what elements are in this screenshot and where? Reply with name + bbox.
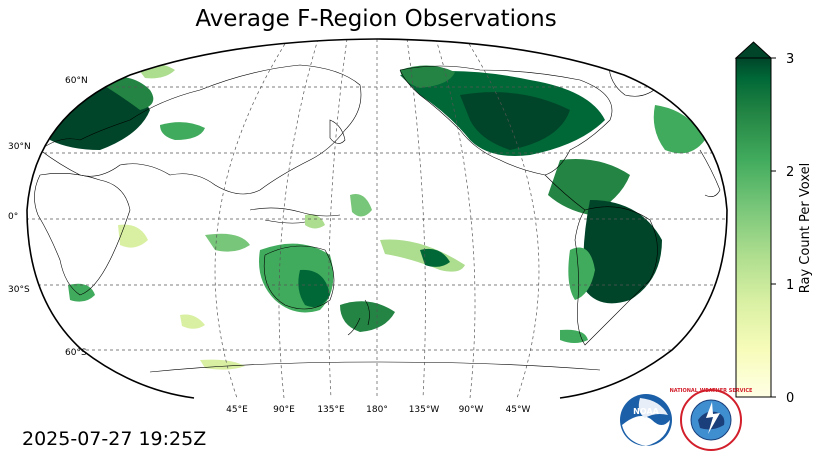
density-australia-core <box>298 269 330 308</box>
colorbar-extend-arrow <box>734 41 773 59</box>
nws-logo-text: NATIONAL WEATHER SERVICE <box>670 388 753 394</box>
meridian-45w <box>465 39 540 398</box>
coastline-eurasia <box>39 64 362 195</box>
coastline-indonesia <box>249 207 341 224</box>
meridian-90e <box>278 39 319 398</box>
density-patagonia <box>560 329 588 343</box>
lon-label-135e: 135°E <box>317 405 345 415</box>
globe-outline <box>26 38 728 399</box>
globe <box>27 39 727 398</box>
coastline-europe-west <box>699 149 721 197</box>
density-atlantic-north <box>653 105 705 154</box>
lat-label-60n: 60°N <box>65 76 88 86</box>
lon-label-45e: 45°E <box>226 405 248 415</box>
coastline-south-america <box>574 206 658 346</box>
density-africa-west <box>118 224 148 248</box>
coastline-north-america <box>399 65 613 176</box>
density-east-asia-2 <box>305 214 325 229</box>
density-africa-south <box>68 283 95 302</box>
density-south-america-edge <box>568 247 595 300</box>
colorbar-label: Ray Count Per Voxel <box>798 163 813 293</box>
coastline-africa <box>34 173 131 296</box>
density-southern-ocean <box>180 314 205 329</box>
meridian-45e <box>214 39 289 398</box>
coastline-antarctica <box>149 361 601 373</box>
density-asia-central <box>160 122 205 140</box>
density-central-america <box>548 159 630 215</box>
meridian-90w <box>435 39 476 398</box>
density-pacific-band-2 <box>420 248 450 267</box>
noaa-logo: NOAA <box>620 394 672 446</box>
lon-label-45w: 45°W <box>506 405 531 415</box>
coastline-australia <box>263 245 335 310</box>
colorbar-tick-3: 3 <box>786 52 794 67</box>
lon-label-90e: 90°E <box>273 405 295 415</box>
density-south-america <box>583 200 662 304</box>
graticule <box>27 39 727 398</box>
density-alaska <box>400 65 455 88</box>
coastline-uk <box>699 109 706 129</box>
coastlines <box>34 54 721 373</box>
coastline-japan <box>329 119 346 144</box>
colorbar-ticks <box>771 57 776 398</box>
observation-density-layer <box>50 63 705 370</box>
lon-label-135w: 135°W <box>409 405 440 415</box>
timestamp: 2025-07-27 19:25Z <box>22 428 207 450</box>
meridian-135w <box>406 39 426 398</box>
coastline-central-america <box>544 174 586 211</box>
colorbar-tick-1: 1 <box>786 278 794 293</box>
lat-label-0: 0° <box>8 212 18 222</box>
density-east-asia <box>350 194 372 217</box>
density-north-america-core <box>460 92 570 150</box>
nws-logo: NATIONAL WEATHER SERVICE <box>670 388 753 451</box>
lat-label-60s: 60°S <box>65 348 87 358</box>
meridian-135e <box>328 39 348 398</box>
lon-label-180: 180° <box>366 405 388 415</box>
colorbar-gradient <box>735 57 772 398</box>
colorbar: 0 1 2 3 Ray Count Per Voxel <box>734 41 813 406</box>
lat-label-30n: 30°N <box>8 142 31 152</box>
map-title: Average F-Region Observations <box>195 6 557 32</box>
density-indian-ocean <box>205 233 250 252</box>
density-new-zealand <box>340 301 395 332</box>
lon-label-90w: 90°W <box>459 405 484 415</box>
colorbar-tick-0: 0 <box>786 391 794 406</box>
noaa-logo-text: NOAA <box>633 407 659 416</box>
lat-label-30s: 30°S <box>8 285 30 295</box>
colorbar-tick-2: 2 <box>786 165 794 180</box>
coastline-new-zealand <box>347 299 370 336</box>
